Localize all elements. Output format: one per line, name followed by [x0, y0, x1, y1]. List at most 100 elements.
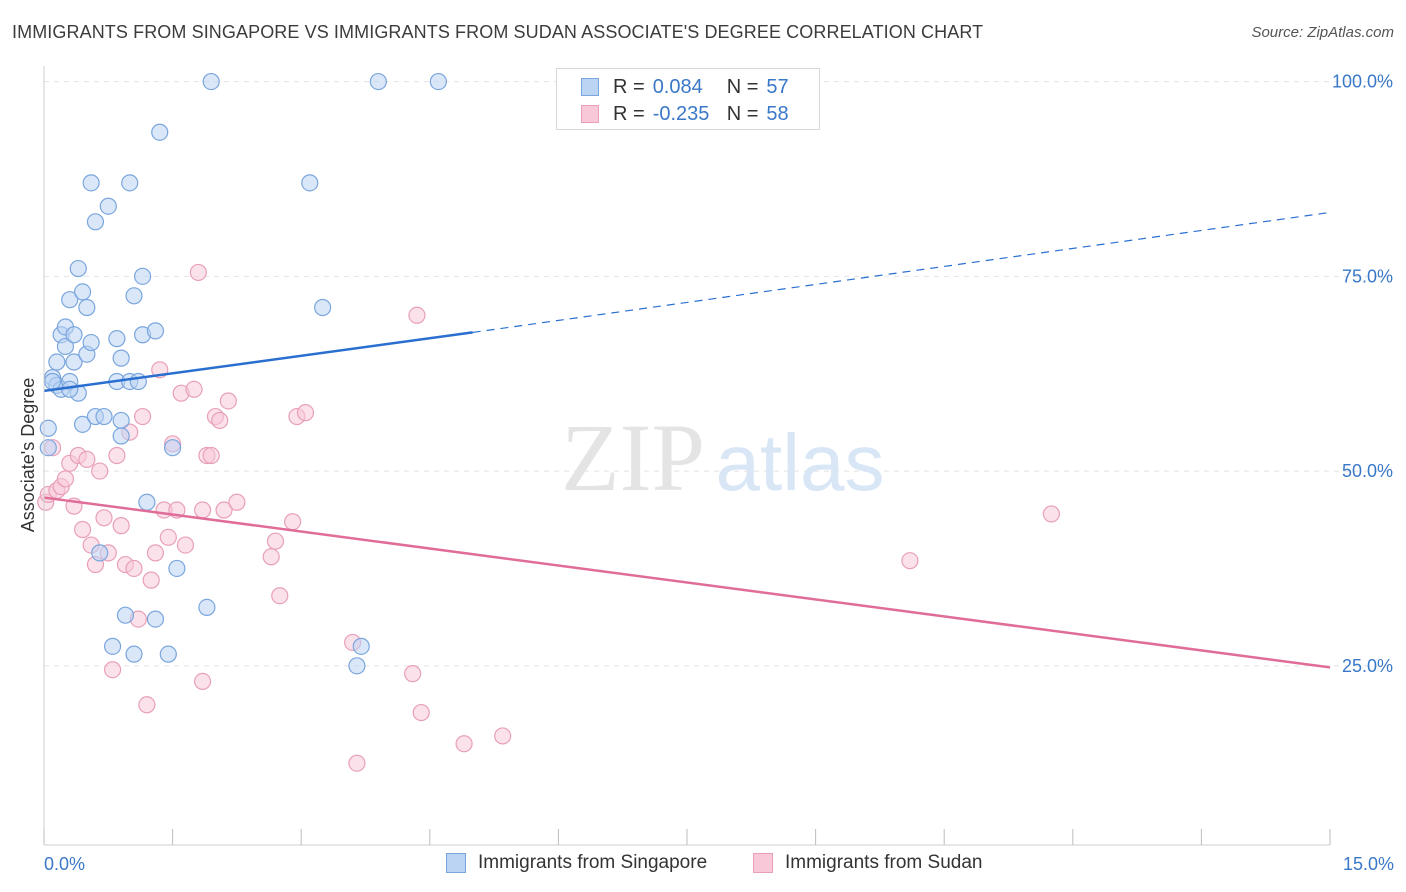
singapore-point — [164, 439, 182, 457]
singapore-point — [202, 72, 220, 91]
singapore-point — [112, 411, 130, 430]
n-value: 58 — [766, 102, 789, 125]
singapore-point — [78, 298, 96, 317]
singapore-point — [121, 174, 139, 192]
singapore-point — [369, 72, 387, 91]
sudan-point — [194, 501, 212, 519]
n-label: N = — [726, 75, 759, 98]
sudan-point — [219, 392, 237, 410]
singapore-point — [352, 637, 370, 655]
sudan-point — [125, 559, 143, 578]
singapore-point — [39, 419, 57, 437]
singapore-point — [429, 72, 447, 91]
singapore-trend-line — [43, 331, 473, 393]
sudan-point — [494, 727, 512, 745]
sudan-swatch — [581, 105, 599, 123]
singapore-point — [56, 337, 75, 356]
legend-row-sudan: R = -0.235 N = 58 — [581, 102, 789, 126]
y-tick-label: 100.0% — [1332, 72, 1393, 92]
x-tick-label-min: 0.0% — [44, 854, 85, 874]
singapore-point — [125, 287, 143, 305]
singapore-point — [82, 174, 100, 192]
sudan-point — [408, 306, 426, 324]
sudan-point — [348, 754, 366, 772]
sudan-point — [91, 462, 109, 480]
trend-lines — [43, 211, 1331, 669]
sudan-point — [176, 536, 195, 554]
singapore-point — [129, 372, 147, 391]
singapore-point — [61, 291, 79, 309]
singapore-point — [48, 353, 66, 371]
legend-item-singapore[interactable]: Immigrants from Singapore — [446, 852, 707, 874]
n-value: 57 — [766, 75, 789, 98]
r-label: R = — [613, 75, 645, 98]
singapore-point — [65, 326, 83, 344]
sudan-point — [901, 552, 919, 570]
legend-row-singapore: R = 0.084 N = 57 — [581, 75, 789, 99]
singapore-point — [112, 349, 130, 367]
singapore-swatch — [446, 853, 466, 873]
singapore-point — [73, 283, 92, 301]
singapore-point — [103, 637, 122, 655]
legend-item-sudan[interactable]: Immigrants from Sudan — [753, 852, 982, 874]
grid-layer: 25.0% 50.0% 75.0% 100.0% — [44, 72, 1394, 676]
singapore-point — [95, 407, 113, 426]
singapore-point — [116, 606, 135, 624]
sudan-point — [262, 548, 280, 566]
r-value: -0.235 — [652, 102, 710, 125]
singapore-point — [198, 598, 216, 617]
x-tick-label-max: 15.0% — [1343, 854, 1394, 874]
sudan-point — [112, 517, 130, 535]
sudan-point — [142, 571, 160, 589]
sudan-point — [202, 446, 220, 465]
sudan-point — [159, 528, 177, 546]
y-axis-label: Associate's Degree — [18, 378, 38, 533]
sudan-points — [37, 263, 1060, 772]
singapore-point — [138, 493, 156, 511]
sudan-point — [78, 450, 96, 468]
sudan-point — [284, 513, 302, 531]
singapore-point — [301, 174, 319, 192]
singapore-point — [65, 353, 83, 371]
sudan-point — [228, 493, 246, 511]
singapore-point — [159, 645, 177, 663]
sudan-swatch — [753, 853, 773, 873]
singapore-point — [69, 259, 87, 278]
sudan-trend-line — [43, 496, 1331, 669]
sudan-point — [404, 665, 422, 683]
singapore-point — [39, 439, 57, 457]
sudan-point — [103, 661, 122, 679]
singapore-point — [43, 372, 62, 391]
y-tick-label: 25.0% — [1342, 656, 1393, 676]
axis-layer — [43, 66, 1331, 846]
sudan-point — [455, 735, 473, 753]
r-value: 0.084 — [652, 75, 703, 98]
singapore-swatch — [581, 78, 599, 96]
singapore-point — [314, 298, 332, 317]
sudan-point — [194, 672, 212, 691]
source-label: Source: ZipAtlas.com — [1251, 24, 1394, 41]
sudan-point — [56, 470, 75, 488]
singapore-point — [108, 330, 126, 348]
sudan-point — [1042, 505, 1060, 523]
singapore-point — [133, 267, 152, 285]
r-label: R = — [613, 102, 645, 125]
sudan-point — [108, 446, 126, 465]
n-label: N = — [726, 102, 759, 125]
legend-label-singapore: Immigrants from Singapore — [478, 852, 708, 873]
singapore-point — [125, 645, 143, 663]
singapore-point — [82, 333, 100, 352]
sudan-point — [146, 544, 165, 562]
singapore-point — [112, 427, 130, 445]
y-tick-label: 75.0% — [1342, 266, 1393, 286]
sudan-point — [211, 411, 229, 430]
singapore-point — [348, 657, 366, 675]
sudan-point — [189, 263, 207, 282]
singapore-point — [146, 322, 165, 340]
singapore-point — [99, 197, 117, 215]
stats-legend: R = 0.084 N = 57 R = -0.235 N = 58 — [556, 68, 820, 130]
singapore-trend-extension — [472, 211, 1331, 334]
sudan-point — [412, 703, 430, 722]
singapore-point — [91, 544, 109, 562]
sudan-point — [215, 501, 233, 519]
